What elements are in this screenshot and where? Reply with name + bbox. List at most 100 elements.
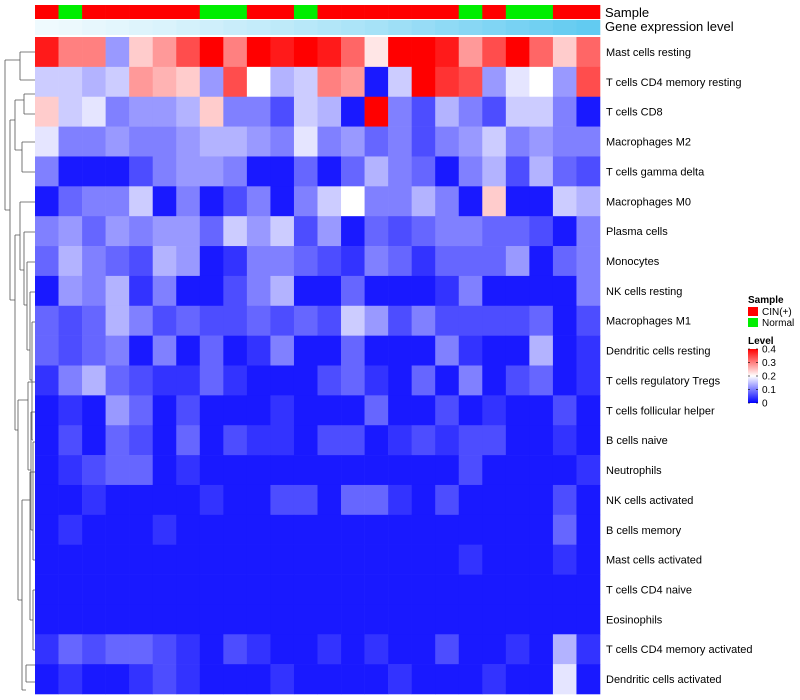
heatmap-cell (529, 156, 554, 187)
heatmap-cell (576, 664, 601, 695)
heatmap-cell (129, 246, 154, 277)
heatmap-cell (341, 96, 365, 127)
heatmap-cell (176, 514, 201, 545)
heatmap-cell (199, 484, 224, 516)
gene-cell-12 (317, 20, 342, 35)
heatmap-cell (317, 335, 342, 366)
heatmap-cell (82, 246, 106, 277)
row-label-8: NK cells resting (606, 286, 682, 298)
row-label-10: Dendritic cells resting (606, 346, 711, 358)
heatmap-cell (317, 66, 342, 98)
heatmap-cell (435, 514, 460, 545)
heatmap-cell (82, 455, 106, 486)
heatmap-cell (199, 574, 224, 605)
heatmap-cell (317, 37, 342, 68)
heatmap-cell (458, 216, 483, 247)
heatmap-cell (199, 544, 224, 575)
heatmap-cell (152, 395, 177, 426)
heatmap-cell (293, 574, 318, 605)
heatmap-cell (317, 216, 342, 247)
heatmap-cell (223, 574, 248, 605)
heatmap-cell (129, 514, 154, 545)
heatmap-cell (223, 604, 248, 635)
heatmap-cell (58, 216, 83, 247)
legend: Sample CIN(+) Normal Level 0.4 0.3 0.2 0.1 0 (748, 295, 794, 410)
heatmap-cell (529, 66, 554, 98)
heatmap-cell (82, 425, 106, 456)
heatmap-cell (482, 246, 507, 277)
heatmap-cell (58, 514, 83, 545)
heatmap-cell (411, 544, 436, 575)
heatmap-cell (82, 216, 106, 247)
heatmap-cell (82, 126, 106, 157)
heatmap-cell (317, 544, 342, 575)
heatmap-cell (482, 96, 507, 127)
heatmap-cell (341, 335, 365, 366)
heatmap-cell (435, 216, 460, 247)
row-label-5: Macrophages M0 (606, 196, 691, 208)
heatmap-cell (529, 664, 554, 695)
heatmap-cell (35, 275, 59, 307)
row-label-20: T cells CD4 memory activated (606, 644, 753, 656)
heatmap-cell (458, 126, 483, 157)
heatmap-cell (105, 634, 130, 665)
heatmap-cell (576, 335, 601, 366)
heatmap-cell (129, 484, 154, 516)
heatmap-cell (176, 96, 201, 127)
heatmap-cell (105, 574, 130, 605)
heatmap-cell (388, 425, 412, 456)
heatmap-cell (341, 455, 365, 486)
heatmap-cell (435, 126, 460, 157)
heatmap-cell (270, 216, 295, 247)
heatmap-cell (364, 305, 389, 336)
heatmap-cell (576, 425, 601, 456)
heatmap-cell (482, 395, 507, 426)
sample-cell-20 (505, 5, 530, 19)
heatmap-cell (199, 335, 224, 366)
heatmap-cell (552, 544, 577, 575)
heatmap-cell (105, 335, 130, 366)
heatmap-cell (199, 455, 224, 486)
heatmap-cell (458, 664, 483, 695)
heatmap-cell (458, 514, 483, 545)
heatmap-cell (246, 156, 271, 187)
heatmap-cell (82, 96, 106, 127)
heatmap-cell (364, 455, 389, 486)
heatmap-cell (505, 634, 530, 665)
sample-cell-19 (482, 5, 507, 19)
heatmap-cell (129, 425, 154, 456)
heatmap-cell (223, 365, 248, 396)
heatmap-cell (458, 604, 483, 635)
heatmap-cell (364, 425, 389, 456)
heatmap-cell (341, 604, 365, 635)
heatmap-cell (388, 604, 412, 635)
heatmap-cell (35, 156, 59, 187)
heatmap-cell (35, 484, 59, 516)
heatmap-cell (58, 395, 83, 426)
heatmap-cell (317, 484, 342, 516)
heatmap-cell (364, 275, 389, 307)
heatmap-cell (482, 664, 507, 695)
heatmap-cell (529, 335, 554, 366)
sample-annotation-label: Sample (605, 5, 649, 20)
heatmap-cell (199, 66, 224, 98)
heatmap-cell (529, 574, 554, 605)
heatmap-cell (435, 455, 460, 486)
heatmap-cell (576, 96, 601, 127)
heatmap-cell (576, 484, 601, 516)
gene-cell-13 (341, 20, 365, 35)
heatmap-cell (246, 544, 271, 575)
heatmap-cell (223, 425, 248, 456)
heatmap-cell (576, 634, 601, 665)
heatmap-cell (388, 275, 412, 307)
heatmap-cell (105, 96, 130, 127)
heatmap-cell (270, 37, 295, 68)
heatmap-cell (482, 484, 507, 516)
heatmap-cell (341, 544, 365, 575)
heatmap-cell (35, 664, 59, 695)
heatmap-cell (293, 37, 318, 68)
heatmap-cell (435, 544, 460, 575)
heatmap-cell (552, 634, 577, 665)
heatmap-cell (105, 275, 130, 307)
heatmap-cell (529, 365, 554, 396)
